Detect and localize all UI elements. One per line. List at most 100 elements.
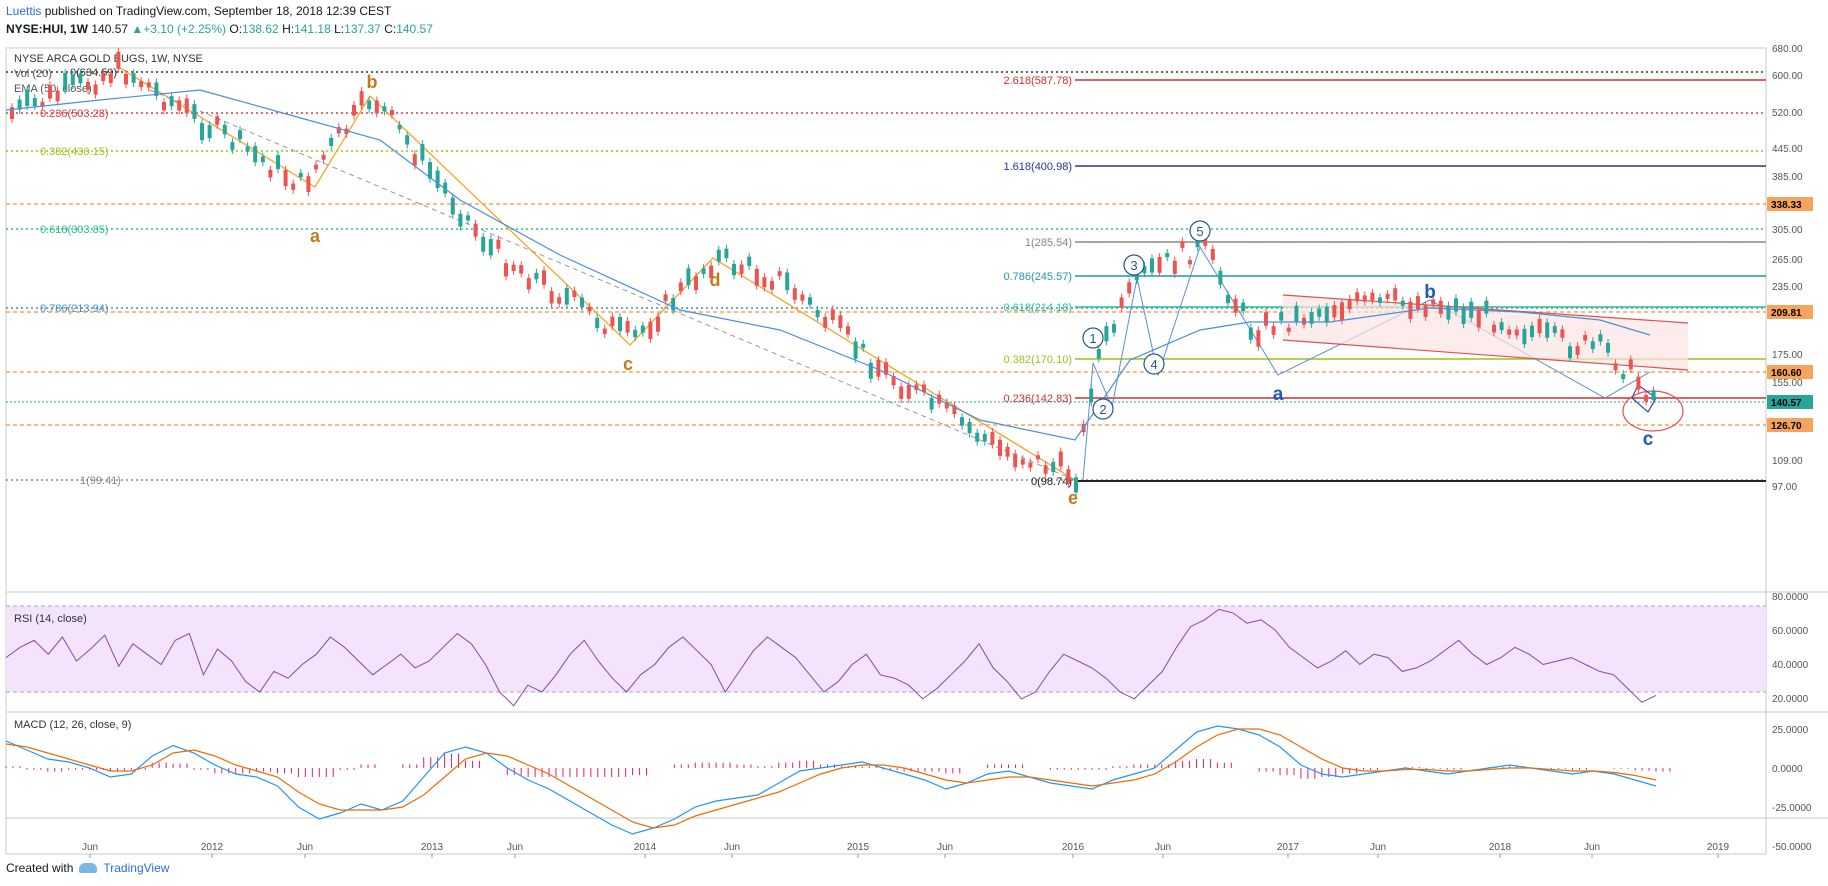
time-tick: 2018 — [1489, 842, 1512, 853]
candle-body — [640, 325, 645, 333]
candle-body — [1537, 319, 1542, 334]
candle-body — [580, 297, 584, 308]
candle-body — [1568, 346, 1572, 358]
candle-body — [40, 101, 45, 107]
author-link[interactable]: Luettis — [6, 4, 42, 18]
price-tick: 385.00 — [1772, 172, 1803, 183]
candle-body — [519, 265, 524, 274]
candle-body — [1431, 299, 1436, 305]
candle-body — [656, 316, 660, 332]
wave-label-orange: e — [1068, 488, 1078, 508]
fib-right-label: 0.618(214.18) — [1004, 302, 1073, 314]
price-mark — [1767, 197, 1813, 211]
candle-body — [222, 124, 227, 135]
candle-body — [1484, 300, 1489, 314]
candle-body — [1005, 446, 1010, 457]
rsi-title: RSI (14, close) — [14, 613, 87, 625]
candle-body — [1286, 327, 1291, 332]
candle-body — [496, 239, 501, 249]
candle-body — [504, 263, 508, 277]
candle-body — [70, 74, 75, 86]
price-mark — [1767, 305, 1813, 319]
candle-body — [1507, 329, 1512, 335]
candle-body — [633, 329, 638, 338]
candle-body — [1112, 323, 1116, 333]
price-mark-label: 338.33 — [1771, 200, 1802, 211]
candle-body — [549, 291, 554, 304]
candle-body — [78, 73, 83, 84]
price-tick: 175.00 — [1772, 350, 1803, 361]
close-value: 140.57 — [396, 22, 433, 36]
candle-body — [488, 239, 493, 256]
wave-circle — [1189, 220, 1211, 242]
price-chart[interactable]: NYSE ARCA GOLD BUGS, 1W, NYSE Vol (20) E… — [0, 40, 1828, 860]
candle-body — [1454, 298, 1458, 312]
candle-body — [1400, 300, 1405, 306]
candle-body — [405, 135, 410, 145]
candle-body — [1172, 260, 1177, 274]
channel-bottom — [1282, 339, 1689, 371]
candle-body — [595, 317, 600, 329]
tradingview-logo-icon[interactable] — [79, 863, 98, 873]
wave-label-impulse: 1 — [1089, 331, 1096, 346]
price-mark-label: 126.70 — [1771, 421, 1802, 432]
candle-body — [686, 268, 691, 286]
candle-body — [1476, 309, 1481, 328]
fib-left-label: 0.382(430.15) — [40, 146, 109, 158]
candle-body — [420, 144, 425, 161]
signal-polyline — [5, 728, 1657, 829]
wave-labels: a b c d e 1 2 3 4 5 a b c — [310, 72, 1654, 508]
fib-right-label: 1(285.54) — [1025, 237, 1072, 249]
candle-body — [1058, 451, 1063, 467]
legend-vol: Vol (20) — [14, 68, 52, 80]
candle-body — [1385, 293, 1390, 299]
candle-body — [306, 176, 311, 193]
open-value: 138.62 — [242, 22, 279, 36]
candle-body — [648, 321, 653, 339]
candle-body — [1218, 270, 1223, 285]
candle-body — [1545, 322, 1550, 338]
candle-body — [390, 110, 394, 115]
candle-body — [1043, 465, 1048, 474]
fibonacci-levels: 0(634.59)0.236(503.28)0.382(430.15)0.618… — [6, 67, 1766, 488]
tradingview-link[interactable]: TradingView — [103, 861, 170, 875]
candle-body — [1066, 469, 1071, 484]
candle-body — [602, 328, 607, 335]
candle-body — [238, 130, 242, 140]
candle-body — [1370, 292, 1375, 301]
wave-circle — [1123, 254, 1145, 276]
candle-body — [1340, 302, 1344, 321]
candle-body — [899, 386, 904, 399]
high-value: 141.18 — [294, 22, 331, 36]
candle-body — [1210, 248, 1215, 260]
candle-body — [694, 276, 698, 291]
price-mark — [1767, 365, 1813, 379]
created-with-label: Created with — [6, 861, 74, 875]
candle-body — [1499, 322, 1504, 331]
candle-body — [162, 101, 166, 111]
candle-body — [207, 125, 212, 139]
candle-body — [48, 85, 52, 99]
candle-body — [1089, 388, 1094, 403]
candle-body — [1233, 298, 1238, 313]
candle-body — [830, 309, 835, 321]
candle-body — [1074, 477, 1078, 493]
candle-body — [724, 248, 729, 259]
candle-body — [800, 294, 805, 301]
macd-title: MACD (12, 26, close, 9) — [14, 719, 131, 731]
rsi-tick: 80.0000 — [1772, 592, 1809, 603]
candle-body — [435, 170, 440, 189]
fib-left-label: 0.236(503.28) — [40, 108, 109, 120]
blue-wave-path — [1082, 245, 1651, 481]
ema-polyline — [5, 89, 1651, 441]
candle-body — [10, 107, 14, 120]
wave-label-impulse: 2 — [1099, 402, 1106, 417]
candle-body — [929, 398, 934, 410]
published-text: published on TradingView.com, September … — [44, 4, 392, 18]
candle-body — [1590, 341, 1595, 350]
dashed-trend — [149, 89, 1076, 481]
macd-tick: -25.0000 — [1772, 803, 1812, 814]
candle-body — [253, 146, 258, 163]
candle-body — [838, 315, 843, 328]
orange-wave-path — [119, 67, 1076, 481]
